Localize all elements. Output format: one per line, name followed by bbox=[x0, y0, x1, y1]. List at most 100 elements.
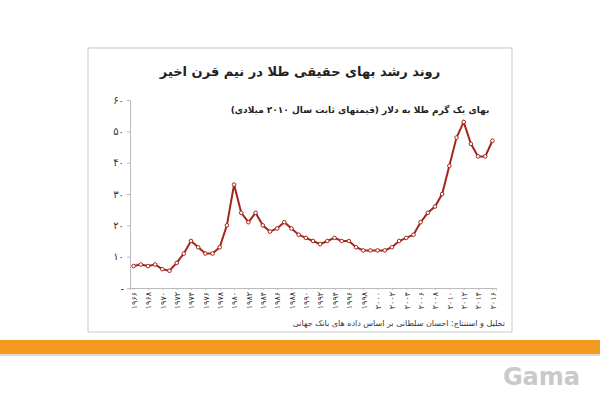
y-tick: ۲۰ bbox=[113, 220, 130, 231]
y-tick-label: ۶۰ bbox=[113, 95, 124, 106]
x-tick-mark bbox=[162, 288, 163, 290]
y-axis-line bbox=[127, 101, 131, 289]
data-point bbox=[153, 263, 157, 267]
data-point bbox=[469, 142, 473, 146]
x-tick-mark bbox=[277, 288, 278, 290]
x-tick: ۱۹۸۴ bbox=[259, 288, 268, 309]
data-point bbox=[297, 233, 301, 237]
x-tick: ۲۰۰۶ bbox=[417, 288, 426, 309]
x-tick-mark bbox=[263, 288, 264, 290]
y-tick-label: ۳۰ bbox=[113, 189, 124, 200]
chart-root: روند رشد بهای حقیقی طلا در نیم قرن اخیر-… bbox=[0, 0, 600, 400]
data-point bbox=[204, 252, 208, 256]
x-tick-mark bbox=[464, 288, 465, 290]
y-tick-label: ۱۰ bbox=[113, 251, 124, 262]
x-tick: ۱۹۹۴ bbox=[331, 288, 340, 309]
x-tick-label: ۱۹۸۴ bbox=[259, 292, 268, 309]
x-tick: ۱۹۷۸ bbox=[216, 288, 225, 309]
y-tick-mark bbox=[127, 225, 130, 226]
data-point bbox=[383, 249, 387, 253]
data-point bbox=[311, 239, 315, 243]
x-tick-label: ۱۹۹۰ bbox=[302, 292, 311, 309]
data-point bbox=[182, 252, 186, 256]
data-point bbox=[440, 192, 444, 196]
data-point bbox=[361, 249, 365, 253]
x-tick: ۲۰۰۴ bbox=[403, 288, 412, 309]
data-point bbox=[404, 236, 408, 240]
x-tick-mark bbox=[248, 288, 249, 290]
x-tick-mark bbox=[349, 288, 350, 290]
y-tick: ۴۰ bbox=[113, 157, 130, 168]
x-tick: ۱۹۹۸ bbox=[360, 288, 369, 309]
x-tick-mark bbox=[291, 288, 292, 290]
x-tick: ۱۹۷۰ bbox=[159, 288, 168, 309]
data-point bbox=[340, 239, 344, 243]
data-point bbox=[275, 227, 279, 231]
x-tick-label: ۲۰۰۲ bbox=[388, 292, 397, 309]
x-tick-label: ۱۹۹۸ bbox=[360, 291, 369, 309]
x-tick-mark bbox=[335, 288, 336, 290]
x-tick-mark bbox=[148, 288, 149, 290]
x-tick-mark bbox=[320, 288, 321, 290]
y-tick-mark bbox=[127, 131, 130, 132]
data-point bbox=[326, 239, 330, 243]
x-axis: ۱۹۶۶۱۹۶۸۱۹۷۰۱۹۷۲۱۹۷۴۱۹۷۶۱۹۷۸۱۹۸۰۱۹۸۲۱۹۸۴… bbox=[130, 288, 498, 309]
subtitle: بهای یک گرم طلا به دلار (قیمتهای ثابت سا… bbox=[231, 104, 490, 116]
x-tick-label: ۱۹۸۸ bbox=[288, 291, 297, 309]
x-tick: ۱۹۹۶ bbox=[345, 288, 354, 309]
y-tick-label: ۵۰ bbox=[113, 126, 124, 137]
data-point bbox=[369, 249, 373, 253]
data-point bbox=[160, 267, 164, 271]
data-point bbox=[175, 261, 179, 265]
footer-line bbox=[0, 354, 600, 356]
x-tick-label: ۱۹۶۸ bbox=[144, 291, 153, 309]
x-tick: ۲۰۱۰ bbox=[446, 288, 455, 309]
y-tick: ۳۰ bbox=[113, 189, 130, 200]
x-tick-label: ۱۹۹۴ bbox=[331, 292, 340, 309]
x-tick-label: ۱۹۸۰ bbox=[230, 292, 239, 309]
x-tick-mark bbox=[205, 288, 206, 290]
data-point bbox=[455, 136, 459, 140]
x-tick-mark bbox=[177, 288, 178, 290]
source-note: تحلیل و استنتاج: احسان سلطانی بر اساس دا… bbox=[293, 319, 505, 328]
data-point bbox=[347, 239, 351, 243]
data-point bbox=[268, 230, 272, 234]
data-point bbox=[261, 224, 265, 228]
x-tick-mark bbox=[363, 288, 364, 290]
x-tick: ۱۹۷۴ bbox=[187, 288, 196, 309]
data-point bbox=[426, 211, 430, 215]
x-axis-line bbox=[131, 289, 497, 291]
x-tick-label: ۲۰۱۰ bbox=[446, 292, 455, 309]
x-tick: ۲۰۰۰ bbox=[374, 288, 383, 309]
x-tick: ۲۰۱۲ bbox=[460, 288, 469, 309]
data-point bbox=[397, 239, 401, 243]
data-point bbox=[282, 220, 286, 224]
x-tick-label: ۲۰۱۲ bbox=[460, 292, 469, 309]
x-tick: ۱۹۹۲ bbox=[316, 288, 325, 309]
data-point bbox=[354, 245, 358, 249]
x-tick-label: ۲۰۰۸ bbox=[431, 291, 440, 309]
x-tick: ۱۹۸۸ bbox=[288, 288, 297, 309]
x-tick-mark bbox=[191, 288, 192, 290]
data-point bbox=[247, 220, 251, 224]
x-tick-label: ۱۹۸۲ bbox=[245, 292, 254, 309]
x-tick-label: ۱۹۷۲ bbox=[173, 292, 182, 309]
x-tick-mark bbox=[492, 288, 493, 290]
y-axis: - ۱۰ ۲۰ ۳۰ ۴۰ ۵۰ ۶۰ bbox=[113, 95, 130, 294]
x-tick-mark bbox=[421, 288, 422, 290]
data-point bbox=[168, 269, 172, 273]
data-point bbox=[376, 249, 380, 253]
y-tick-label: - bbox=[120, 283, 124, 294]
x-tick-label: ۱۹۸۶ bbox=[273, 292, 282, 309]
x-tick-mark bbox=[234, 288, 235, 290]
x-tick-mark bbox=[478, 288, 479, 290]
data-point bbox=[390, 245, 394, 249]
x-tick: ۱۹۸۰ bbox=[230, 288, 239, 309]
y-tick-mark bbox=[127, 194, 130, 195]
x-tick: ۲۰۱۴ bbox=[474, 288, 483, 309]
x-tick-mark bbox=[406, 288, 407, 290]
data-point bbox=[254, 211, 258, 215]
data-point bbox=[290, 227, 294, 231]
y-tick: ۶۰ bbox=[113, 95, 130, 106]
data-point bbox=[419, 220, 423, 224]
